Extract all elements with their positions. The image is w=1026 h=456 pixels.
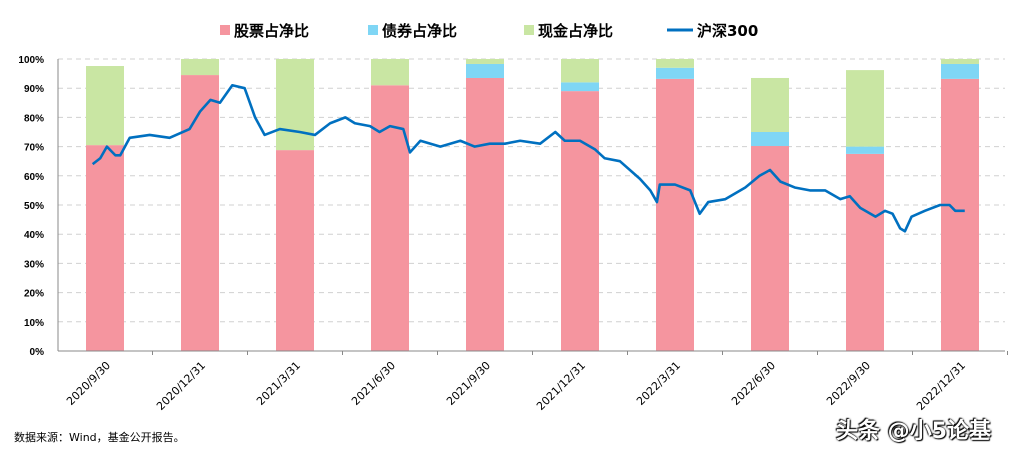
bar-现金占净比 xyxy=(371,59,409,86)
y-tick-label: 50% xyxy=(24,201,44,212)
bar-股票占净比 xyxy=(941,78,979,351)
watermark: 头条 @小5论基 xyxy=(836,419,991,444)
x-tick-label: 2022/12/31 xyxy=(914,359,968,413)
bar-股票占净比 xyxy=(276,150,314,351)
bar-债券占净比 xyxy=(846,146,884,154)
bar-现金占净比 xyxy=(466,59,504,64)
y-tick-label: 40% xyxy=(24,230,44,241)
y-tick-label: 10% xyxy=(24,318,44,329)
bar-现金占净比 xyxy=(941,59,979,64)
y-tick-label: 70% xyxy=(24,143,44,154)
x-tick-label: 2022/6/30 xyxy=(729,359,778,408)
bar-现金占净比 xyxy=(656,59,694,68)
bar-股票占净比 xyxy=(561,91,599,352)
legend-label: 现金占净比 xyxy=(538,22,613,40)
y-tick-label: 80% xyxy=(24,113,44,124)
y-tick-label: 90% xyxy=(24,84,44,95)
bar-现金占净比 xyxy=(751,77,789,132)
x-tick-label: 2021/6/30 xyxy=(349,359,398,408)
legend-swatch xyxy=(368,25,378,35)
y-tick-label: 30% xyxy=(24,259,44,270)
bar-现金占净比 xyxy=(86,66,124,146)
bar-股票占净比 xyxy=(86,145,124,351)
legend-swatch xyxy=(524,25,534,35)
x-tick-label: 2021/3/31 xyxy=(254,359,303,408)
x-tick-label: 2022/9/30 xyxy=(824,359,873,408)
y-tick-label: 60% xyxy=(24,172,44,183)
line-csi300 xyxy=(91,83,965,233)
bar-债券占净比 xyxy=(751,132,789,147)
bar-现金占净比 xyxy=(181,59,219,76)
bar-股票占净比 xyxy=(751,146,789,351)
x-tick-label: 2020/12/31 xyxy=(154,359,208,413)
x-tick-label: 2021/9/30 xyxy=(444,359,493,408)
bar-债券占净比 xyxy=(656,67,694,79)
legend-label: 债券占净比 xyxy=(382,22,457,40)
bar-债券占净比 xyxy=(561,82,599,92)
y-tick-label: 0% xyxy=(30,347,45,358)
x-tick-label: 2021/12/31 xyxy=(534,359,588,413)
bar-现金占净比 xyxy=(846,70,884,147)
bar-股票占净比 xyxy=(656,78,694,351)
legend-label: 沪深300 xyxy=(697,22,758,40)
x-tick-label: 2020/9/30 xyxy=(64,359,113,408)
bar-现金占净比 xyxy=(561,59,599,83)
legend-label: 股票占净比 xyxy=(234,22,309,40)
x-tick-label: 2022/3/31 xyxy=(634,359,683,408)
bar-股票占净比 xyxy=(846,153,884,351)
y-tick-label: 20% xyxy=(24,289,44,300)
bar-股票占净比 xyxy=(466,77,504,351)
bar-债券占净比 xyxy=(466,63,504,78)
legend-swatch xyxy=(220,25,230,35)
bar-股票占净比 xyxy=(181,75,219,351)
bar-现金占净比 xyxy=(276,59,314,151)
bar-债券占净比 xyxy=(941,63,979,79)
source-note: 数据来源：Wind，基金公开报告。 xyxy=(14,431,185,444)
y-tick-label: 100% xyxy=(18,55,44,66)
